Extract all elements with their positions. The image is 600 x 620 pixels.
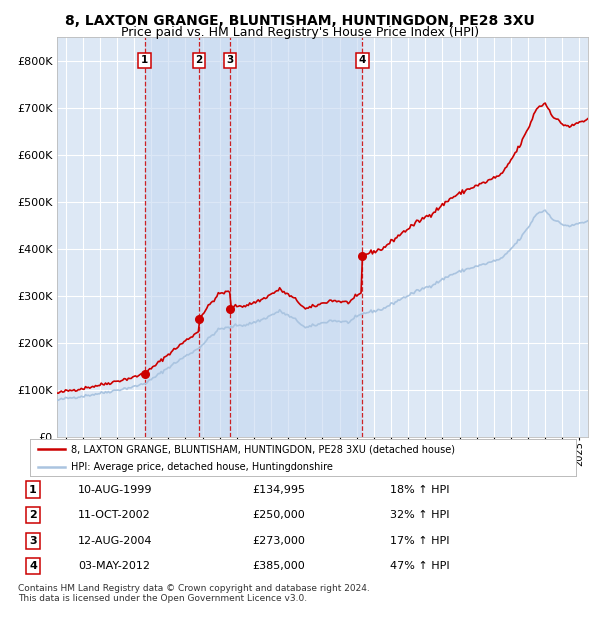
Text: 03-MAY-2012: 03-MAY-2012 — [78, 561, 150, 571]
Text: HPI: Average price, detached house, Huntingdonshire: HPI: Average price, detached house, Hunt… — [71, 462, 333, 472]
Text: 17% ↑ HPI: 17% ↑ HPI — [390, 536, 449, 546]
Text: £273,000: £273,000 — [252, 536, 305, 546]
Bar — [230, 37, 362, 437]
Text: £134,995: £134,995 — [252, 485, 305, 495]
Text: 3: 3 — [227, 55, 234, 65]
Text: Contains HM Land Registry data © Crown copyright and database right 2024.
This d: Contains HM Land Registry data © Crown c… — [18, 584, 370, 603]
Text: £385,000: £385,000 — [252, 561, 305, 571]
Text: 8, LAXTON GRANGE, BLUNTISHAM, HUNTINGDON, PE28 3XU: 8, LAXTON GRANGE, BLUNTISHAM, HUNTINGDON… — [65, 14, 535, 28]
Text: 2: 2 — [29, 510, 37, 520]
Text: 10-AUG-1999: 10-AUG-1999 — [78, 485, 152, 495]
Text: £250,000: £250,000 — [252, 510, 305, 520]
Text: 12-AUG-2004: 12-AUG-2004 — [78, 536, 152, 546]
Bar — [199, 37, 230, 437]
Text: 47% ↑ HPI: 47% ↑ HPI — [390, 561, 449, 571]
Text: 32% ↑ HPI: 32% ↑ HPI — [390, 510, 449, 520]
Text: 3: 3 — [29, 536, 37, 546]
Text: 1: 1 — [141, 55, 148, 65]
Text: 11-OCT-2002: 11-OCT-2002 — [78, 510, 151, 520]
Text: 2: 2 — [195, 55, 202, 65]
Text: 8, LAXTON GRANGE, BLUNTISHAM, HUNTINGDON, PE28 3XU (detached house): 8, LAXTON GRANGE, BLUNTISHAM, HUNTINGDON… — [71, 444, 455, 454]
Text: 4: 4 — [29, 561, 37, 571]
Bar — [145, 37, 199, 437]
Text: Price paid vs. HM Land Registry's House Price Index (HPI): Price paid vs. HM Land Registry's House … — [121, 26, 479, 39]
Text: 18% ↑ HPI: 18% ↑ HPI — [390, 485, 449, 495]
Text: 4: 4 — [359, 55, 366, 65]
Text: 1: 1 — [29, 485, 37, 495]
